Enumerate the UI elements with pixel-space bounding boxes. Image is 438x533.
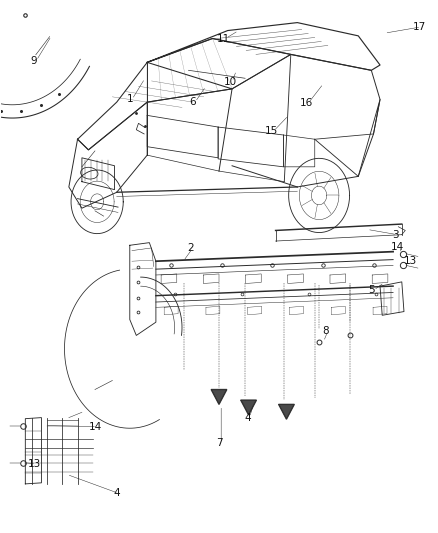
Text: 3: 3 <box>392 230 399 240</box>
Polygon shape <box>211 390 227 405</box>
Text: 14: 14 <box>391 242 404 252</box>
Text: 1: 1 <box>127 94 133 104</box>
Text: 4: 4 <box>244 413 251 423</box>
Text: 7: 7 <box>215 438 223 448</box>
Text: 10: 10 <box>223 77 237 87</box>
Text: 2: 2 <box>187 243 194 253</box>
Text: 16: 16 <box>300 98 313 108</box>
Text: 9: 9 <box>31 56 37 66</box>
Text: 11: 11 <box>217 34 230 44</box>
Polygon shape <box>241 400 256 415</box>
Text: 4: 4 <box>113 488 120 498</box>
Text: 5: 5 <box>368 285 374 295</box>
Text: 15: 15 <box>265 126 278 136</box>
Text: 8: 8 <box>322 326 329 336</box>
Text: 13: 13 <box>404 256 417 266</box>
Text: 13: 13 <box>28 459 41 469</box>
Text: 17: 17 <box>413 22 426 32</box>
Polygon shape <box>279 405 294 419</box>
Text: 14: 14 <box>88 422 102 432</box>
Text: 6: 6 <box>190 97 196 107</box>
